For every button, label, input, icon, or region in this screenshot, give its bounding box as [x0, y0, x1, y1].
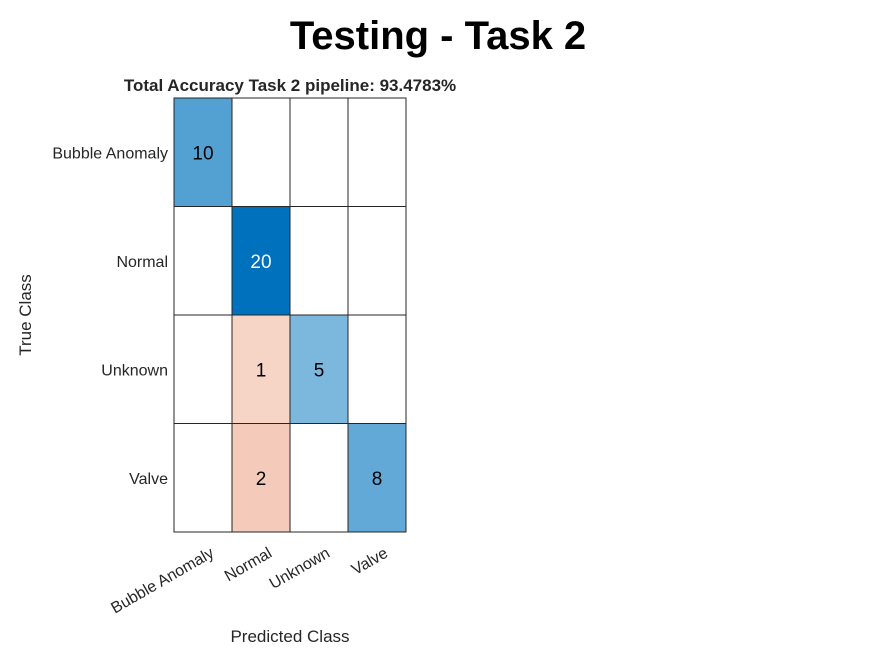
row-tick-label: Valve: [129, 471, 168, 488]
matrix-cell: [289, 97, 349, 207]
row-tick-label: Unknown: [101, 362, 168, 379]
matrix-cell: [289, 423, 349, 533]
matrix-cell: [231, 97, 291, 207]
cell-value-label: 10: [192, 143, 213, 164]
cell-value-label: 20: [250, 252, 271, 273]
matrix-cell: [347, 314, 407, 424]
matrix-cell: [173, 314, 233, 424]
x-axis-label: Predicted Class: [230, 627, 349, 646]
matrix-cell: [231, 423, 291, 533]
cell-value-label: 2: [256, 469, 267, 490]
y-axis-label: True Class: [16, 274, 35, 356]
matrix-cell: [173, 97, 233, 207]
cell-value-label: 1: [256, 360, 267, 381]
column-tick-label: Valve: [349, 545, 391, 579]
column-tick-label: Bubble Anomaly: [108, 545, 217, 618]
cell-value-label: 5: [314, 360, 325, 381]
row-tick-label: Bubble Anomaly: [52, 145, 168, 162]
chart-title: Total Accuracy Task 2 pipeline: 93.4783%: [124, 76, 456, 95]
matrix-cell: [289, 206, 349, 316]
matrix-cell: [347, 423, 407, 533]
matrix-cell: [231, 314, 291, 424]
figure-title: Testing - Task 2: [290, 14, 586, 58]
row-labels: Bubble Anomaly Normal Unknown Valve: [52, 145, 168, 488]
matrix-cell: [173, 206, 233, 316]
matrix-cell: [289, 314, 349, 424]
matrix-cell: [173, 423, 233, 533]
confusion-matrix: 10 20 1 5 2 8: [173, 97, 407, 533]
matrix-cell: [347, 206, 407, 316]
matrix-cell: [347, 97, 407, 207]
column-tick-label: Unknown: [267, 545, 333, 593]
cell-value-label: 8: [372, 469, 383, 490]
matrix-cell: [231, 206, 291, 316]
row-tick-label: Normal: [116, 254, 168, 271]
